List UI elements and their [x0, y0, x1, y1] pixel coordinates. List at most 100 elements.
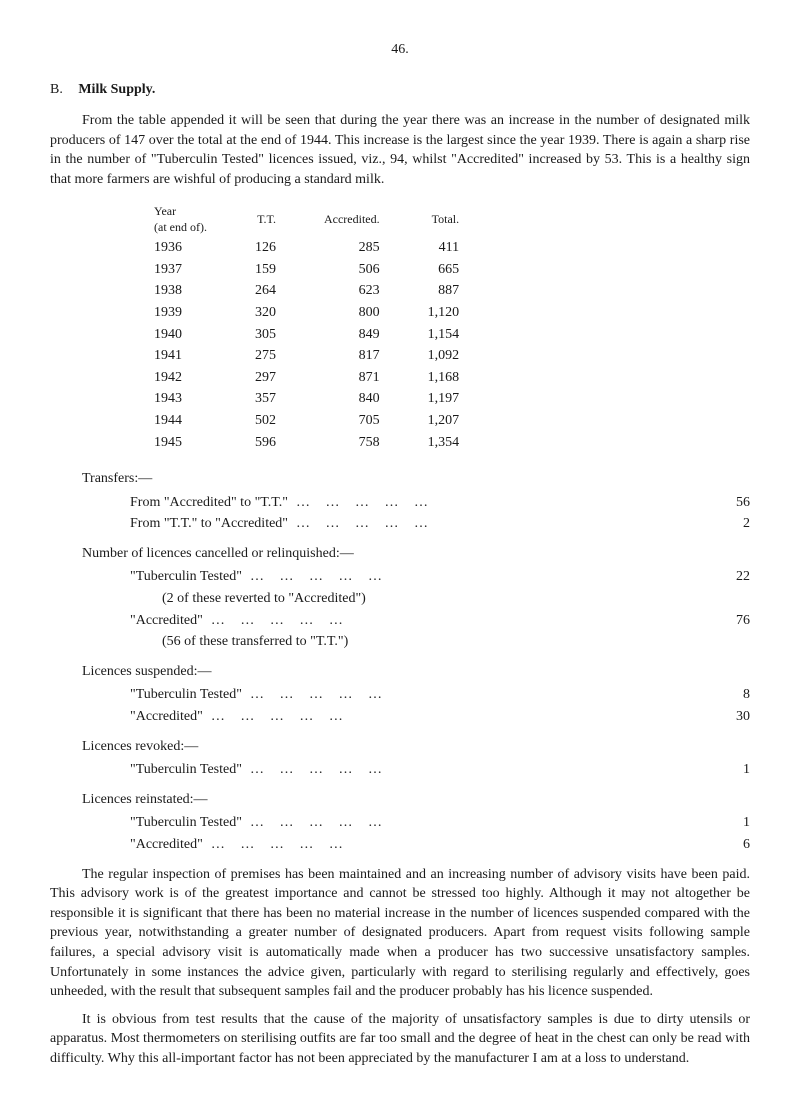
table-cell: 1940 [130, 324, 231, 346]
paragraph-3: It is obvious from test results that the… [50, 1010, 750, 1069]
list-item-value: 8 [710, 685, 750, 705]
list-item-value: 1 [710, 813, 750, 833]
table-cell: 623 [300, 280, 404, 302]
table-cell: 1,168 [404, 367, 484, 389]
table-cell: 275 [231, 345, 300, 367]
dot-leader: … … … … … [203, 835, 710, 855]
list-item: "Accredited"… … … … …76 [130, 611, 750, 631]
table-cell: 411 [404, 237, 484, 259]
list-item-note: (2 of these reverted to "Accredited") [162, 589, 750, 609]
table-header-tt: T.T. [231, 202, 300, 238]
table-cell: 1,154 [404, 324, 484, 346]
revoked-heading: Licences revoked:— [82, 737, 750, 757]
table-cell: 1,197 [404, 388, 484, 410]
table-row: 19403058491,154 [130, 324, 483, 346]
transfers-heading: Transfers:— [82, 469, 750, 489]
list-item-value: 22 [710, 567, 750, 587]
list-item: "Tuberculin Tested"… … … … …8 [130, 685, 750, 705]
table-cell: 1937 [130, 259, 231, 281]
year-label: Year [154, 203, 207, 220]
table-row: 19422978711,168 [130, 367, 483, 389]
list-item-value: 2 [710, 514, 750, 534]
table-row: 1937159506665 [130, 259, 483, 281]
table-cell: 817 [300, 345, 404, 367]
list-item: "Tuberculin Tested"… … … … …22 [130, 567, 750, 587]
table-cell: 126 [231, 237, 300, 259]
section-title: Milk Supply. [78, 82, 155, 97]
list-item: "Tuberculin Tested"… … … … …1 [130, 760, 750, 780]
table-header-total: Total. [404, 202, 484, 238]
dot-leader: … … … … … [242, 567, 710, 587]
dot-leader: … … … … … [242, 685, 710, 705]
list-item-label: From "Accredited" to "T.T." [130, 493, 288, 513]
cancelled-block: Number of licences cancelled or relinqui… [82, 544, 750, 652]
list-item-value: 56 [710, 493, 750, 513]
list-item-label: "Tuberculin Tested" [130, 567, 242, 587]
transfers-block: Transfers:— From "Accredited" to "T.T."…… [82, 469, 750, 534]
list-item-label: From "T.T." to "Accredited" [130, 514, 288, 534]
table-cell: 800 [300, 302, 404, 324]
table-cell: 887 [404, 280, 484, 302]
list-item-label: "Tuberculin Tested" [130, 760, 242, 780]
table-cell: 502 [231, 410, 300, 432]
table-cell: 305 [231, 324, 300, 346]
table-cell: 506 [300, 259, 404, 281]
list-item-label: "Accredited" [130, 835, 203, 855]
table-cell: 1,207 [404, 410, 484, 432]
dot-leader: … … … … … [203, 707, 710, 727]
list-item-value: 76 [710, 611, 750, 631]
table-row: 19455967581,354 [130, 432, 483, 454]
at-end-label: (at end of). [154, 219, 207, 236]
list-item: "Accredited"… … … … …6 [130, 835, 750, 855]
suspended-heading: Licences suspended:— [82, 662, 750, 682]
table-row: 19433578401,197 [130, 388, 483, 410]
year-table: Year (at end of). T.T. Accredited. Total… [130, 202, 483, 454]
section-heading: B. Milk Supply. [50, 80, 750, 100]
list-item: "Tuberculin Tested"… … … … …1 [130, 813, 750, 833]
dot-leader: … … … … … [288, 514, 710, 534]
table-cell: 297 [231, 367, 300, 389]
table-cell: 357 [231, 388, 300, 410]
table-header-year: Year (at end of). [130, 202, 231, 238]
table-row: 19393208001,120 [130, 302, 483, 324]
list-item: From "T.T." to "Accredited"… … … … …2 [130, 514, 750, 534]
list-item: From "Accredited" to "T.T."… … … … …56 [130, 493, 750, 513]
table-cell: 1936 [130, 237, 231, 259]
list-item-value: 6 [710, 835, 750, 855]
table-row: 19412758171,092 [130, 345, 483, 367]
table-cell: 1,354 [404, 432, 484, 454]
table-cell: 1944 [130, 410, 231, 432]
table-cell: 840 [300, 388, 404, 410]
table-header-accredited: Accredited. [300, 202, 404, 238]
table-row: 1938264623887 [130, 280, 483, 302]
list-item-label: "Accredited" [130, 611, 203, 631]
list-item-label: "Tuberculin Tested" [130, 813, 242, 833]
reinstated-block: Licences reinstated:— "Tuberculin Tested… [82, 790, 750, 855]
table-cell: 596 [231, 432, 300, 454]
table-cell: 1938 [130, 280, 231, 302]
table-cell: 1945 [130, 432, 231, 454]
paragraph-2: The regular inspection of premises has b… [50, 865, 750, 1002]
list-item-value: 30 [710, 707, 750, 727]
list-item: "Accredited"… … … … …30 [130, 707, 750, 727]
table-row: 19445027051,207 [130, 410, 483, 432]
table-cell: 285 [300, 237, 404, 259]
table-cell: 1939 [130, 302, 231, 324]
dot-leader: … … … … … [203, 611, 710, 631]
intro-paragraph: From the table appended it will be seen … [50, 111, 750, 189]
table-cell: 1943 [130, 388, 231, 410]
dot-leader: … … … … … [242, 813, 710, 833]
table-cell: 705 [300, 410, 404, 432]
list-item-value: 1 [710, 760, 750, 780]
table-cell: 1942 [130, 367, 231, 389]
table-cell: 1941 [130, 345, 231, 367]
cancelled-heading: Number of licences cancelled or relinqui… [82, 544, 750, 564]
table-cell: 758 [300, 432, 404, 454]
table-cell: 665 [404, 259, 484, 281]
revoked-block: Licences revoked:— "Tuberculin Tested"… … [82, 737, 750, 780]
list-item-note: (56 of these transferred to "T.T.") [162, 632, 750, 652]
table-cell: 1,120 [404, 302, 484, 324]
dot-leader: … … … … … [288, 493, 710, 513]
table-cell: 871 [300, 367, 404, 389]
list-item-label: "Accredited" [130, 707, 203, 727]
